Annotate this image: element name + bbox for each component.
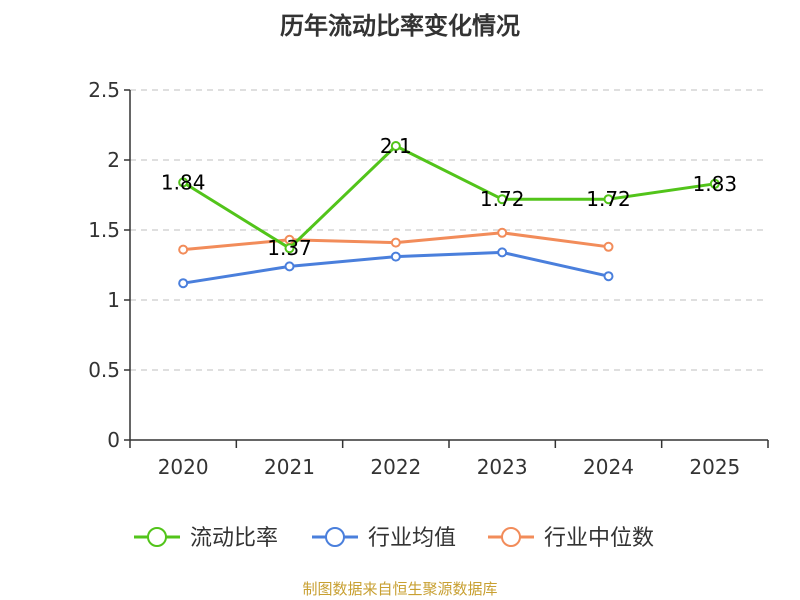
data-label: 1.84 xyxy=(161,170,206,194)
data-point xyxy=(603,194,614,205)
data-point xyxy=(497,247,508,258)
y-tick-label: 2 xyxy=(107,148,120,172)
legend-marker xyxy=(147,527,167,547)
legend-marker xyxy=(325,527,345,547)
data-point xyxy=(497,194,508,205)
data-point xyxy=(390,251,401,262)
legend-marker xyxy=(501,527,521,547)
data-point xyxy=(603,271,614,282)
data-point xyxy=(390,237,401,248)
legend-item: 流动比率 xyxy=(134,526,278,551)
legend-label: 流动比率 xyxy=(190,526,278,551)
y-tick-label: 0 xyxy=(107,428,120,452)
data-point xyxy=(497,227,508,238)
x-tick-label: 2022 xyxy=(370,455,421,479)
data-point xyxy=(284,243,295,254)
data-point xyxy=(178,278,189,289)
data-point xyxy=(178,244,189,255)
legend-item: 行业均值 xyxy=(312,526,456,551)
data-label: 1.72 xyxy=(586,187,631,211)
data-label: 2.1 xyxy=(380,134,412,158)
series-0: 1.84 1.37 2.1 1.72 1.72 1.83 xyxy=(161,134,737,260)
data-point xyxy=(603,241,614,252)
y-tick-label: 0.5 xyxy=(88,358,120,382)
x-tick-label: 2021 xyxy=(264,455,315,479)
x-tick-label: 2024 xyxy=(583,455,634,479)
data-point xyxy=(178,177,189,188)
legend-item: 行业中位数 xyxy=(488,526,654,551)
x-tick-label: 2023 xyxy=(477,455,528,479)
x-tick-label: 2025 xyxy=(689,455,740,479)
y-tick-label: 1.5 xyxy=(88,218,120,242)
y-tick-label: 2.5 xyxy=(88,78,120,102)
series-1 xyxy=(178,247,614,289)
legend-label: 行业中位数 xyxy=(544,526,654,551)
data-label: 1.72 xyxy=(480,187,525,211)
source-note: 制图数据来自恒生聚源数据库 xyxy=(302,580,498,598)
y-tick-label: 1 xyxy=(107,288,120,312)
chart-title: 历年流动比率变化情况 xyxy=(280,12,520,40)
series-2 xyxy=(178,227,614,255)
data-point xyxy=(284,261,295,272)
x-tick-label: 2020 xyxy=(158,455,209,479)
series-line xyxy=(182,144,716,250)
data-label: 1.83 xyxy=(693,172,738,196)
data-label: 1.37 xyxy=(267,236,312,260)
legend-label: 行业均值 xyxy=(368,526,456,551)
data-point xyxy=(709,178,720,189)
data-point xyxy=(390,141,401,151)
